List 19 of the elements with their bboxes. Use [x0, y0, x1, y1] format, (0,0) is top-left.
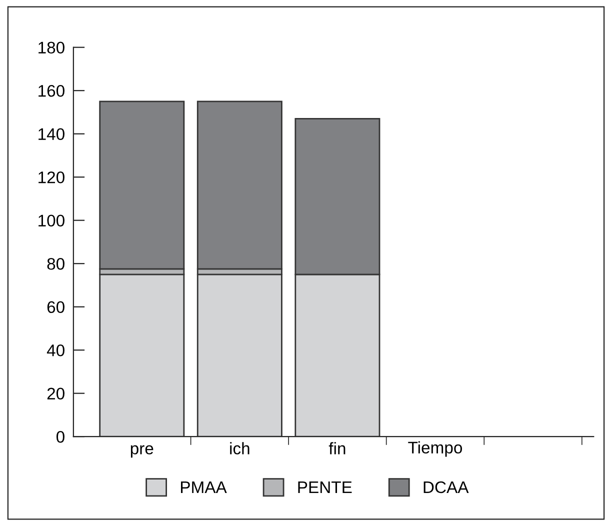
y-tick-label: 180	[38, 42, 64, 54]
legend-label: DCAA	[424, 481, 469, 494]
y-tick-label: 80	[47, 258, 64, 270]
y-tick-label: 100	[38, 214, 64, 227]
y-tick-label: 60	[47, 301, 64, 314]
y-tick-label: 160	[38, 84, 64, 97]
x-tick-label: ich	[230, 442, 250, 454]
y-tick-label: 20	[47, 388, 64, 400]
legend-label: PENTE	[298, 482, 352, 493]
y-tick-label: 40	[46, 344, 64, 356]
legend-label: PMAA	[181, 482, 227, 493]
x-tick-label: pre	[130, 445, 154, 458]
y-tick-label: 120	[38, 171, 64, 184]
x-axis-title: Tiempo	[408, 441, 462, 457]
x-tick-label: fin	[328, 442, 346, 454]
bar	[196, 274, 282, 437]
y-tick-label: 0	[56, 430, 64, 443]
bar	[99, 274, 185, 437]
y-tick-label: 140	[38, 128, 64, 140]
